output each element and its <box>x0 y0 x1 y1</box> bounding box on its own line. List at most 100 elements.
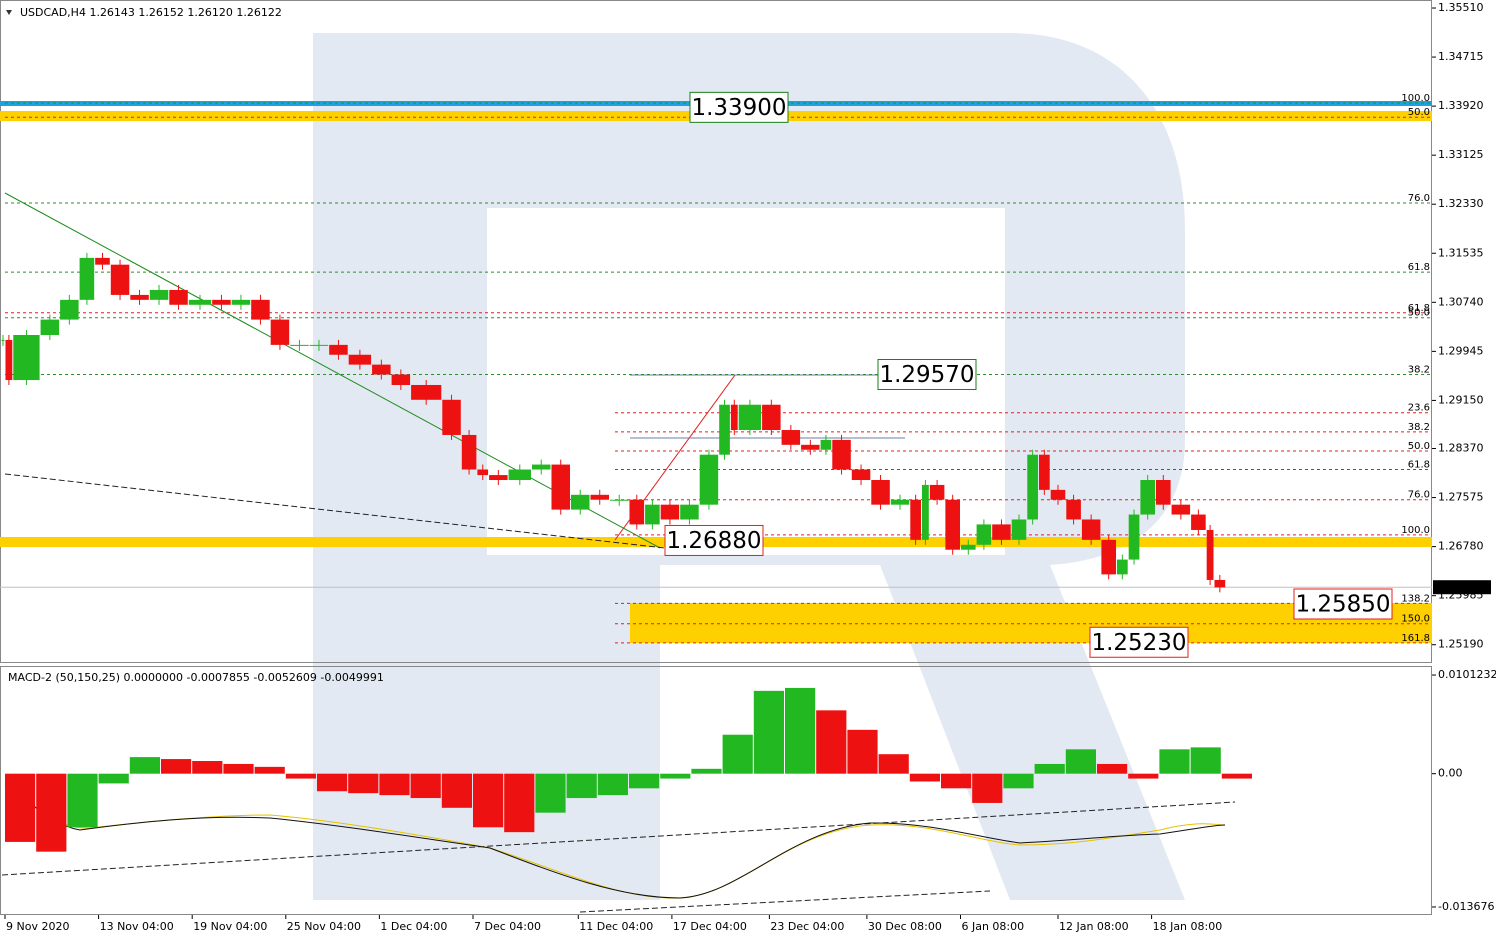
candle <box>270 319 290 345</box>
candle <box>762 404 781 431</box>
fib-level-label: 61.8 <box>1408 262 1430 273</box>
macd-bar <box>410 773 441 799</box>
fib-level-label: 38.2 <box>1408 364 1430 375</box>
macd-bar <box>784 687 816 774</box>
macd-bar <box>1221 773 1252 779</box>
trend-line-dashed <box>4 473 666 549</box>
macd-bar <box>348 773 379 794</box>
macd-bar <box>472 773 504 828</box>
fib-level-label: 138.2 <box>1401 593 1430 604</box>
candle <box>910 499 921 540</box>
x-tick-label: 6 Jan 08:00 <box>961 920 1024 933</box>
candle <box>212 299 231 305</box>
y-tick-label: 1.26780 <box>1438 540 1484 553</box>
candle <box>699 454 719 505</box>
fib-level-label: 50.0 <box>1408 441 1430 452</box>
candle <box>531 464 551 470</box>
macd-title: MACD-2 (50,150,25) 0.0000000 -0.0007855 … <box>8 671 384 684</box>
macd-bar <box>129 757 160 774</box>
fib-level-label: 76.0 <box>1408 490 1430 501</box>
x-tick-label: 25 Nov 04:00 <box>287 920 361 933</box>
candle <box>820 439 832 450</box>
y-tick-label: 1.29150 <box>1438 393 1484 406</box>
candle <box>1171 504 1191 515</box>
candle <box>1206 529 1214 580</box>
fib-level-label: 50.0 <box>1408 308 1430 319</box>
candle <box>329 344 348 355</box>
candle <box>110 264 130 295</box>
price-label-box <box>689 91 789 123</box>
candle <box>461 434 477 470</box>
candle <box>890 499 910 505</box>
price-label-box <box>664 524 764 556</box>
macd-bar <box>379 773 410 796</box>
current-price-label: 1.26122 <box>1438 580 1484 593</box>
candle <box>976 524 992 545</box>
x-tick-label: 11 Dec 04:00 <box>579 920 653 933</box>
candle <box>1140 479 1155 515</box>
current-price-box <box>1433 580 1491 595</box>
macd-bar <box>878 754 909 774</box>
macd-bar <box>940 773 972 789</box>
macd-bar <box>36 773 67 852</box>
macd-bar <box>847 729 878 774</box>
candle <box>251 299 270 320</box>
candle <box>372 364 391 375</box>
fib-level-label: 100.0 <box>1401 93 1430 104</box>
macd-bar <box>691 768 722 774</box>
y-tick-label: 1.27575 <box>1438 491 1484 504</box>
macd-bar <box>909 773 940 782</box>
candle <box>921 484 929 540</box>
candle <box>929 484 945 500</box>
price-panel-frame <box>0 0 1432 663</box>
candle <box>801 444 820 450</box>
candle <box>188 299 212 305</box>
y-tick-label: 0.0101232 <box>1438 668 1496 681</box>
candle <box>1038 454 1050 490</box>
fib-level-label: 23.6 <box>1408 403 1430 414</box>
price-label-box <box>877 358 977 390</box>
fib-level-label: 61.8 <box>1408 303 1430 314</box>
y-tick-label: -0.013676 <box>1438 900 1494 913</box>
fib-level-label: 76.0 <box>1408 193 1430 204</box>
candle <box>730 404 738 431</box>
y-tick-label: 1.33920 <box>1438 99 1484 112</box>
candle <box>290 344 309 346</box>
x-tick-label: 23 Dec 04:00 <box>770 920 844 933</box>
price-label: 1.33900 <box>691 95 786 121</box>
candle <box>1214 579 1226 588</box>
candle <box>551 464 570 510</box>
y-tick-label: 1.28370 <box>1438 442 1484 455</box>
candle <box>992 524 1011 540</box>
candle <box>851 469 871 480</box>
fib-level-label: 61.8 <box>1408 460 1430 471</box>
macd-bar <box>254 766 285 774</box>
candle <box>629 499 645 525</box>
y-tick-label: 1.30740 <box>1438 295 1484 308</box>
candle <box>309 344 329 346</box>
fib-level-label: 150.0 <box>1401 614 1430 625</box>
macd-bar <box>98 773 129 784</box>
candle <box>680 504 699 520</box>
macd-bar <box>1003 773 1034 789</box>
macd-bar <box>816 710 847 774</box>
macd-panel-frame <box>0 666 1432 915</box>
candle <box>1101 539 1116 575</box>
y-tick-label: 1.29945 <box>1438 344 1484 357</box>
macd-bar <box>67 773 98 828</box>
candle <box>660 504 680 520</box>
macd-bar <box>441 773 472 808</box>
macd-bar <box>753 690 784 774</box>
candle <box>1050 489 1066 500</box>
x-tick-label: 7 Dec 04:00 <box>474 920 541 933</box>
candle <box>1116 559 1128 575</box>
candle <box>1 339 5 341</box>
candle <box>1066 499 1081 520</box>
candle <box>645 504 660 525</box>
candle <box>1155 479 1171 505</box>
candle <box>1011 519 1027 540</box>
x-tick-label: 13 Nov 04:00 <box>100 920 174 933</box>
candle <box>945 499 960 550</box>
